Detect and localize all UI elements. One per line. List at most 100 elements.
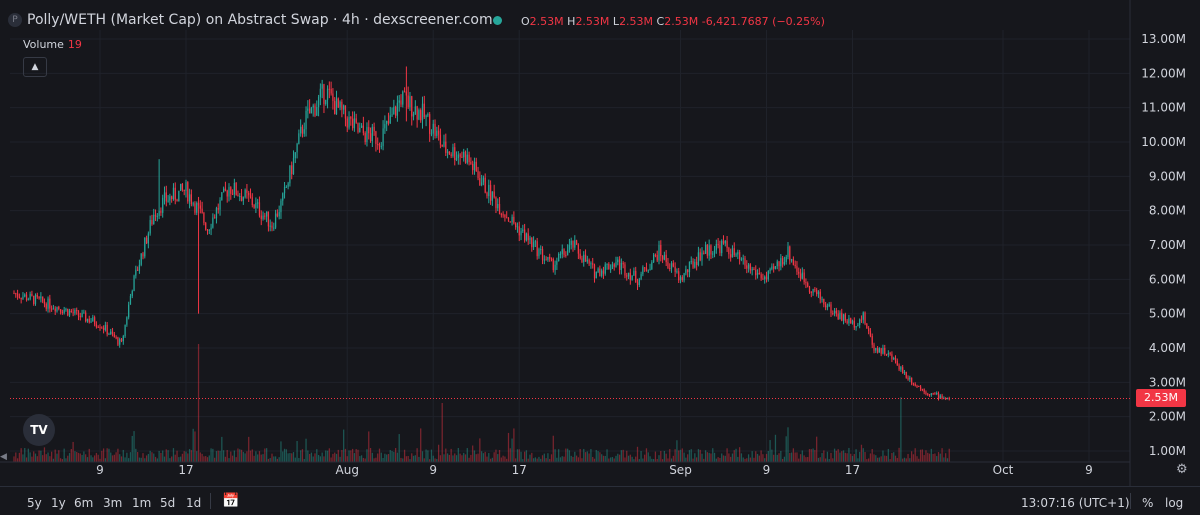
candle-body: [20, 297, 22, 300]
calendar-range-icon[interactable]: 📅: [222, 493, 240, 509]
volume-bar: [688, 450, 691, 462]
candle-body: [575, 240, 578, 245]
volume-bar: [455, 455, 458, 462]
volume-bar: [568, 450, 571, 462]
candle-body: [242, 197, 244, 201]
volume-bar: [789, 453, 791, 462]
candle-body: [500, 214, 502, 216]
candle-body: [233, 182, 236, 195]
candle-body: [566, 249, 569, 256]
volume-bar: [106, 448, 108, 462]
candle-body: [695, 261, 698, 265]
candle-body: [475, 161, 477, 172]
volume-bar: [724, 455, 726, 462]
volume-bar: [826, 451, 829, 462]
timeframe-5d[interactable]: 5d: [160, 496, 176, 510]
candle-body: [439, 134, 442, 145]
volume-bar: [183, 451, 185, 462]
volume-bar: [276, 458, 279, 462]
candle-body: [434, 123, 436, 136]
candle-body: [402, 91, 404, 105]
volume-bar: [706, 452, 709, 462]
candle-body: [289, 165, 291, 184]
candle-body: [756, 272, 759, 276]
candle-body: [583, 254, 585, 263]
volume-bar: [728, 453, 730, 462]
timeframe-3m[interactable]: 3m: [103, 496, 123, 510]
candle-body: [909, 377, 911, 380]
volume-bar: [303, 458, 305, 462]
timeframe-1y[interactable]: 1y: [51, 496, 66, 510]
volume-bar: [584, 452, 587, 462]
candle-body: [690, 261, 692, 263]
timeframe-5y[interactable]: 5y: [27, 496, 42, 510]
volume-bar: [13, 456, 15, 462]
candle-body: [63, 310, 65, 314]
settings-gear-icon[interactable]: ⚙: [1176, 462, 1188, 477]
volume-bar: [857, 458, 859, 462]
volume-bar: [463, 452, 465, 462]
volume-bar: [550, 454, 553, 462]
volume-bar: [350, 450, 352, 462]
volume-bar: [819, 457, 821, 462]
y-tick-label: 7.00M: [1149, 238, 1186, 252]
volume-bar: [244, 453, 246, 462]
candle-body: [722, 240, 725, 244]
tradingview-logo-icon[interactable]: TV: [23, 414, 55, 446]
timeframe-6m[interactable]: 6m: [74, 496, 94, 510]
timeframe-1m[interactable]: 1m: [132, 496, 152, 510]
candle-body: [523, 229, 526, 241]
volume-bar: [500, 457, 502, 462]
volume-bar: [545, 458, 547, 462]
candle-body: [932, 393, 934, 395]
volume-bar: [285, 449, 287, 462]
volume-bar: [482, 453, 485, 462]
candle-body: [656, 255, 658, 261]
volume-bar: [635, 456, 637, 462]
timeframe-1d[interactable]: 1d: [186, 496, 202, 510]
volume-bar: [294, 457, 296, 462]
collapse-button[interactable]: ▲: [23, 57, 47, 77]
volume-bar: [755, 451, 757, 462]
symbol-icon[interactable]: P: [8, 13, 22, 27]
candle-body: [421, 103, 424, 121]
volume-bar: [590, 449, 592, 462]
volume-bar: [805, 457, 807, 462]
volume-bar: [140, 457, 142, 462]
candle-body: [314, 105, 316, 116]
candle-body: [343, 105, 345, 110]
volume-bar: [753, 457, 755, 462]
candle-body: [837, 313, 839, 320]
volume-bar: [844, 452, 846, 462]
volume-bar: [620, 450, 623, 462]
candle-body: [224, 188, 227, 191]
candle-body: [221, 192, 223, 201]
candle-body: [142, 253, 144, 257]
candle-body: [240, 196, 243, 201]
candle-body: [389, 115, 391, 124]
y-tick-label: 4.00M: [1149, 341, 1186, 355]
candle-body: [350, 117, 352, 119]
volume-bar: [699, 449, 701, 462]
candle-body: [624, 264, 626, 276]
volume-bar: [398, 434, 400, 462]
volume-bar: [280, 441, 282, 462]
scroll-left-handle[interactable]: ◀: [0, 452, 7, 462]
candle-body: [923, 389, 925, 393]
clock-readout[interactable]: 13:07:16 (UTC+1): [1021, 496, 1130, 510]
volume-bar: [464, 454, 467, 462]
candle-body: [805, 282, 807, 284]
volume-bar: [371, 452, 373, 462]
candle-body: [484, 177, 486, 193]
volume-bar: [154, 456, 157, 462]
candle-body: [903, 372, 906, 374]
volume-bar: [224, 456, 227, 462]
volume-bar: [769, 440, 771, 462]
volume-bar: [172, 448, 175, 462]
candle-body: [509, 221, 511, 223]
volume-bar: [283, 448, 286, 462]
candle-body: [260, 215, 262, 219]
log-scale-toggle[interactable]: log: [1165, 496, 1184, 510]
percent-scale-toggle[interactable]: %: [1142, 496, 1154, 510]
